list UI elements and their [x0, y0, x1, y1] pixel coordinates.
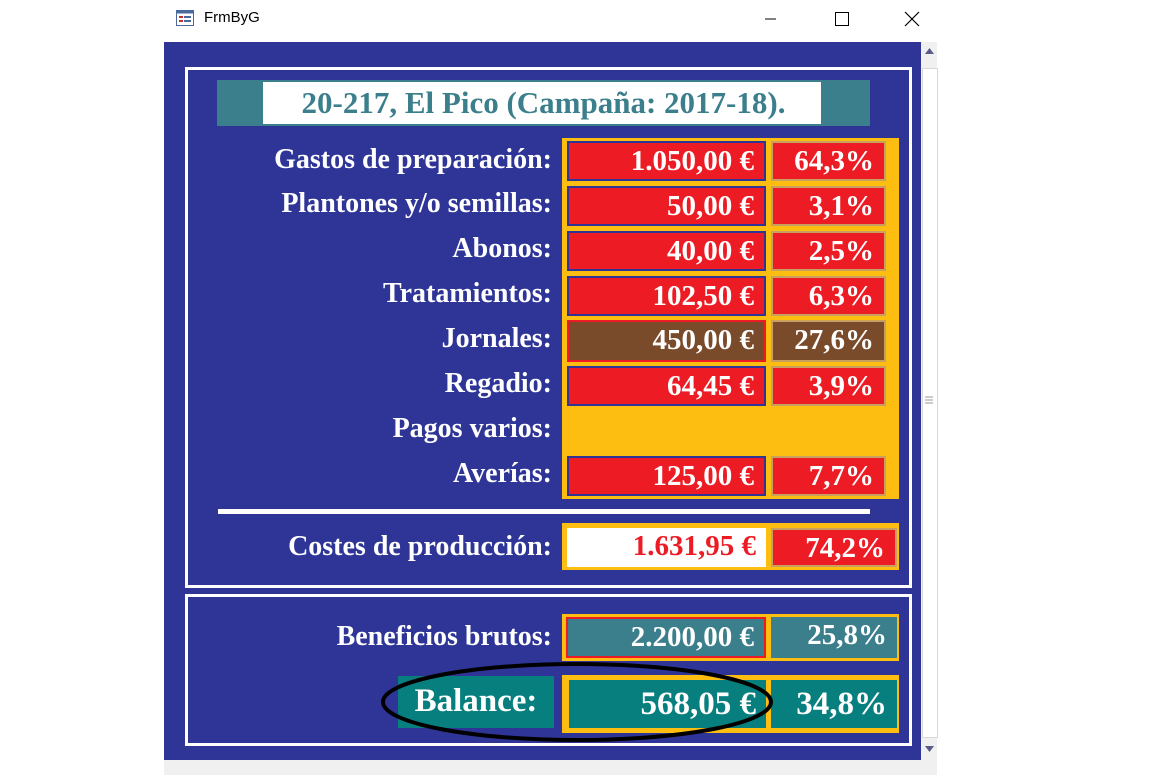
- grip-icon: [925, 396, 933, 404]
- page-title: 20-217, El Pico (Campaña: 2017-18).: [301, 85, 786, 120]
- percent-tratamientos[interactable]: 6,3%: [771, 276, 886, 316]
- balance-highlight-ellipse: [381, 662, 773, 742]
- percent-beneficios-brutos[interactable]: 25,8%: [771, 617, 897, 658]
- percent-gastos-preparacion[interactable]: 64,3%: [771, 141, 886, 181]
- label-abonos: Abonos:: [452, 233, 552, 264]
- percent-balance[interactable]: 34,8%: [771, 680, 897, 728]
- minimize-button[interactable]: [748, 0, 794, 38]
- window-title: FrmByG: [204, 9, 260, 26]
- percent-regadio[interactable]: 3,9%: [771, 366, 886, 406]
- percent-abonos[interactable]: 2,5%: [771, 231, 886, 271]
- close-button[interactable]: [889, 0, 935, 38]
- results-frame: [185, 594, 912, 746]
- percent-plantones[interactable]: 3,1%: [771, 186, 886, 226]
- field-averias[interactable]: 125,00 €: [567, 456, 766, 496]
- label-balance: Balance:: [398, 676, 554, 728]
- label-jornales: Jornales:: [441, 323, 552, 354]
- percent-averias[interactable]: 7,7%: [771, 456, 886, 496]
- field-beneficios-brutos[interactable]: 2.200,00 €: [566, 617, 766, 658]
- vertical-scrollbar[interactable]: [921, 42, 938, 760]
- label-beneficios-brutos: Beneficios brutos:: [336, 621, 552, 652]
- percent-pagos-varios[interactable]: [771, 412, 886, 450]
- field-pagos-varios[interactable]: [567, 412, 766, 450]
- title-box: 20-217, El Pico (Campaña: 2017-18).: [217, 80, 870, 126]
- scroll-up-icon[interactable]: [925, 48, 934, 54]
- maximize-icon: [835, 12, 849, 26]
- close-icon: [904, 11, 920, 27]
- horizontal-scroll-area: [164, 760, 937, 775]
- percent-jornales[interactable]: 27,6%: [771, 320, 886, 362]
- label-costes-produccion: Costes de producción:: [288, 531, 552, 562]
- scroll-down-icon[interactable]: [925, 746, 934, 752]
- label-averias: Averías:: [453, 458, 552, 489]
- field-regadio[interactable]: 64,45 €: [567, 366, 766, 406]
- minimize-icon: [765, 18, 776, 20]
- field-costes-produccion[interactable]: 1.631,95 €: [567, 528, 766, 567]
- window-titlebar[interactable]: [164, 0, 937, 40]
- label-tratamientos: Tratamientos:: [383, 278, 552, 309]
- title-highlight: [263, 82, 821, 124]
- total-divider: [218, 509, 870, 514]
- percent-costes-produccion[interactable]: 74,2%: [771, 528, 897, 567]
- maximize-button[interactable]: [819, 0, 865, 38]
- label-plantones: Plantones y/o semillas:: [281, 188, 552, 219]
- form-icon: [176, 10, 194, 26]
- field-jornales[interactable]: 450,00 €: [567, 320, 766, 362]
- field-balance[interactable]: 568,05 €: [569, 680, 766, 728]
- field-abonos[interactable]: 40,00 €: [567, 231, 766, 271]
- field-plantones[interactable]: 50,00 €: [567, 186, 766, 226]
- expenses-frame: [185, 67, 912, 588]
- label-gastos-preparacion: Gastos de preparación:: [274, 144, 552, 175]
- field-gastos-preparacion[interactable]: 1.050,00 €: [567, 141, 766, 181]
- label-pagos-varios: Pagos varios:: [392, 413, 552, 444]
- field-tratamientos[interactable]: 102,50 €: [567, 276, 766, 316]
- label-regadio: Regadio:: [444, 368, 552, 399]
